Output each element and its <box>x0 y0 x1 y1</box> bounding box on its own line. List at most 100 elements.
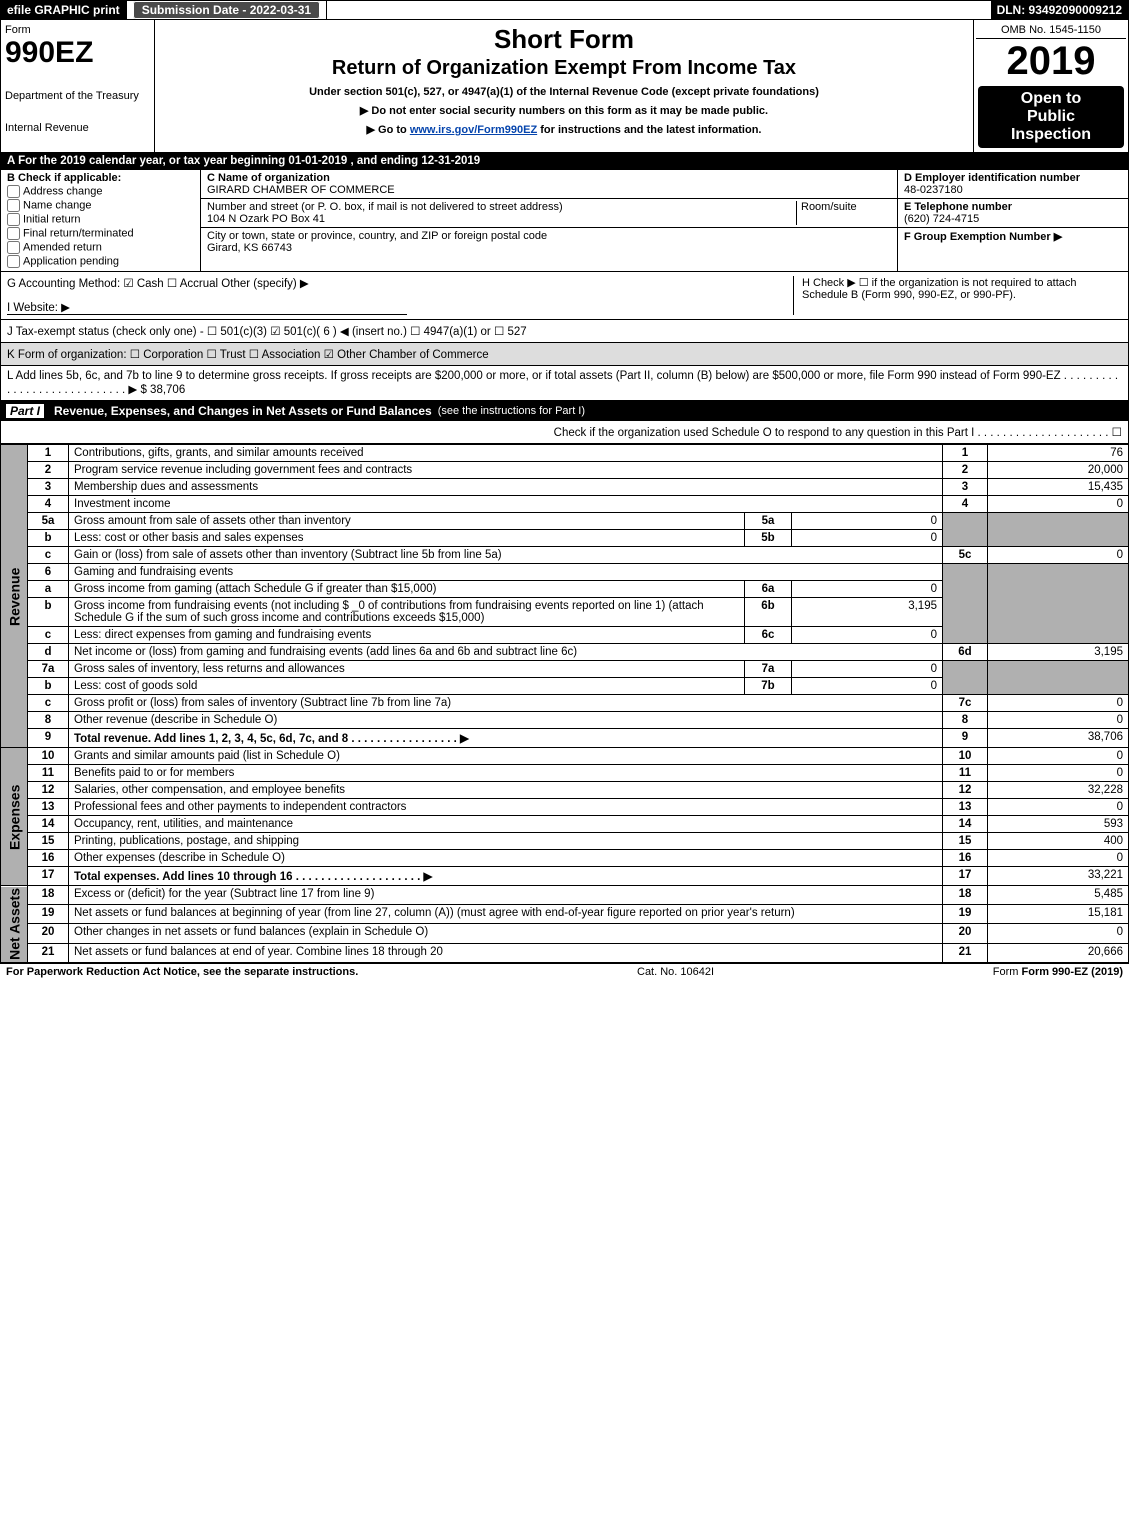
ln-7a-sv: 0 <box>792 661 943 678</box>
ln-15-c: 15 <box>943 833 988 850</box>
ln-7b-sv: 0 <box>792 678 943 695</box>
ln-6d-c: 6d <box>943 644 988 661</box>
part1-tag: Part I <box>6 404 44 418</box>
ln-13-a: 0 <box>988 799 1129 816</box>
ln-16-n: 16 <box>28 850 69 867</box>
chk-name-box[interactable] <box>7 199 20 212</box>
chk-amended-box[interactable] <box>7 241 20 254</box>
ln-7b-t: Less: cost of goods sold <box>69 678 745 695</box>
dln-label: DLN: 93492090009212 <box>991 1 1128 19</box>
ln-5b-sv: 0 <box>792 530 943 547</box>
title-under: Under section 501(c), 527, or 4947(a)(1)… <box>163 86 965 98</box>
open2: Public <box>982 108 1120 126</box>
ln-3-a: 15,435 <box>988 479 1129 496</box>
ln-18-a: 5,485 <box>988 886 1129 905</box>
org-name: GIRARD CHAMBER OF COMMERCE <box>207 184 395 196</box>
ln-14-c: 14 <box>943 816 988 833</box>
ln-3-t: Membership dues and assessments <box>69 479 943 496</box>
top-bar: efile GRAPHIC print Submission Date - 20… <box>0 0 1129 20</box>
ln-8-t: Other revenue (describe in Schedule O) <box>69 712 943 729</box>
section-def: D Employer identification number 48-0237… <box>898 170 1128 271</box>
chk-amended: Amended return <box>7 241 194 254</box>
k-orgform: K Form of organization: ☐ Corporation ☐ … <box>0 343 1129 366</box>
ln-19-n: 19 <box>28 905 69 924</box>
ln-4-c: 4 <box>943 496 988 513</box>
ln-2-t: Program service revenue including govern… <box>69 462 943 479</box>
ln-10-c: 10 <box>943 748 988 765</box>
ln-5b-n: b <box>28 530 69 547</box>
ln-6b-sv: 3,195 <box>792 598 943 627</box>
ln-6a-n: a <box>28 581 69 598</box>
section-b: B Check if applicable: Address change Na… <box>1 170 201 271</box>
ln-7a-sc: 7a <box>745 661 792 678</box>
year-box: OMB No. 1545-1150 2019 Open to Public In… <box>973 20 1128 152</box>
submission-pill: Submission Date - 2022-03-31 <box>127 1 327 19</box>
ln-3-c: 3 <box>943 479 988 496</box>
ln-7b-n: b <box>28 678 69 695</box>
ln-5a-sc: 5a <box>745 513 792 530</box>
ln-1-a: 76 <box>988 445 1129 462</box>
ein: 48-0237180 <box>904 184 963 196</box>
j-status: J Tax-exempt status (check only one) - ☐… <box>0 320 1129 343</box>
irs-label: Internal Revenue <box>5 122 150 134</box>
chk-initial-box[interactable] <box>7 213 20 226</box>
ln-19-a: 15,181 <box>988 905 1129 924</box>
ln-20-a: 0 <box>988 924 1129 943</box>
chk-initial: Initial return <box>7 213 194 226</box>
ln-6d-n: d <box>28 644 69 661</box>
ln-12-c: 12 <box>943 782 988 799</box>
title-warn: ▶ Do not enter social security numbers o… <box>163 104 965 117</box>
goto-pre: ▶ Go to <box>367 124 410 136</box>
ln-6c-sc: 6c <box>745 627 792 644</box>
ln-10-a: 0 <box>988 748 1129 765</box>
ln-8-c: 8 <box>943 712 988 729</box>
ln-12-n: 12 <box>28 782 69 799</box>
page-footer: For Paperwork Reduction Act Notice, see … <box>0 963 1129 980</box>
ln-7c-a: 0 <box>988 695 1129 712</box>
open3: Inspection <box>982 126 1120 144</box>
f-label: F Group Exemption Number ▶ <box>904 231 1062 243</box>
h-schedule-b: H Check ▶ ☐ if the organization is not r… <box>793 276 1122 315</box>
chk-pending: Application pending <box>7 255 194 268</box>
addr: 104 N Ozark PO Box 41 <box>207 213 325 225</box>
ln-6d-t: Net income or (loss) from gaming and fun… <box>69 644 943 661</box>
row-a: A For the 2019 calendar year, or tax yea… <box>0 153 1129 170</box>
ln-12-t: Salaries, other compensation, and employ… <box>69 782 943 799</box>
goto-link[interactable]: www.irs.gov/Form990EZ <box>410 124 537 136</box>
ln-13-t: Professional fees and other payments to … <box>69 799 943 816</box>
g-accounting: G Accounting Method: ☑ Cash ☐ Accrual Ot… <box>7 276 785 290</box>
ln-18-n: 18 <box>28 886 69 905</box>
city: Girard, KS 66743 <box>207 242 292 254</box>
ln-6a-sv: 0 <box>792 581 943 598</box>
chk-address-box[interactable] <box>7 185 20 198</box>
ln-19-t: Net assets or fund balances at beginning… <box>69 905 943 924</box>
lines-table: Revenue 1 Contributions, gifts, grants, … <box>0 444 1129 963</box>
ln-6-n: 6 <box>28 564 69 581</box>
ln-21-a: 20,666 <box>988 943 1129 962</box>
open1: Open to <box>982 90 1120 108</box>
ln-7a-t: Gross sales of inventory, less returns a… <box>69 661 745 678</box>
ln-18-c: 18 <box>943 886 988 905</box>
ln-1-n: 1 <box>28 445 69 462</box>
phone: (620) 724-4715 <box>904 213 979 225</box>
part1-title: Revenue, Expenses, and Changes in Net As… <box>54 404 432 418</box>
ln-20-t: Other changes in net assets or fund bala… <box>69 924 943 943</box>
ln-15-t: Printing, publications, postage, and shi… <box>69 833 943 850</box>
chk-final-box[interactable] <box>7 227 20 240</box>
ln-6a-sc: 6a <box>745 581 792 598</box>
b-title: B Check if applicable: <box>7 172 121 184</box>
ln-17-a: 33,221 <box>988 867 1129 886</box>
chk-pending-box[interactable] <box>7 255 20 268</box>
ln-8-a: 0 <box>988 712 1129 729</box>
ln-10-t: Grants and similar amounts paid (list in… <box>69 748 943 765</box>
part1-header: Part I Revenue, Expenses, and Changes in… <box>0 401 1129 421</box>
dept-treasury: Department of the Treasury <box>5 90 150 102</box>
ln-11-a: 0 <box>988 765 1129 782</box>
ln-2-a: 20,000 <box>988 462 1129 479</box>
info-grid: B Check if applicable: Address change Na… <box>0 170 1129 272</box>
ln-13-n: 13 <box>28 799 69 816</box>
goto-post: for instructions and the latest informat… <box>540 124 761 136</box>
ln-10-n: 10 <box>28 748 69 765</box>
tab-expenses: Expenses <box>1 748 28 886</box>
ln-5a-sv: 0 <box>792 513 943 530</box>
